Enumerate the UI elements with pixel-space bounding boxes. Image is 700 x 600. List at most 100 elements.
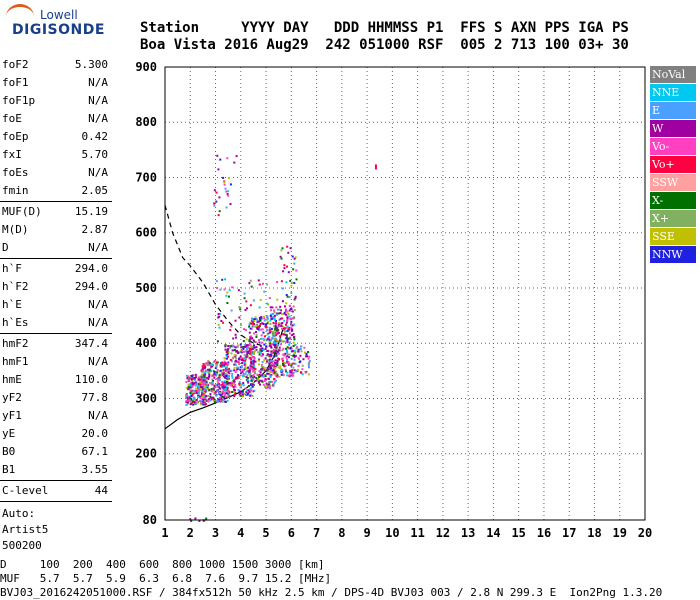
echo-point <box>238 389 241 392</box>
echo-point <box>277 359 280 362</box>
echo-point <box>252 323 255 325</box>
echo-point <box>221 395 224 398</box>
echo-point <box>199 380 201 383</box>
echo-point <box>246 367 248 370</box>
echo-point <box>190 519 193 522</box>
echo-point <box>231 344 234 347</box>
echo-point <box>243 297 246 300</box>
echo-point <box>282 362 285 365</box>
x-tick-label: 2 <box>187 526 194 540</box>
echo-point <box>246 374 249 377</box>
echo-point <box>226 157 229 160</box>
echo-point <box>262 338 265 341</box>
echo-point <box>276 329 279 332</box>
echo-point <box>240 364 243 367</box>
echo-point <box>245 391 248 394</box>
echo-point <box>234 319 237 322</box>
echo-point <box>251 320 254 323</box>
echo-point <box>293 336 295 339</box>
echo-point <box>267 367 270 370</box>
echo-point <box>249 343 252 346</box>
echo-point <box>185 381 188 384</box>
echo-point <box>290 350 293 353</box>
echo-point <box>248 331 251 334</box>
echo-point <box>207 378 210 380</box>
echo-point <box>228 289 231 292</box>
param-label: D <box>2 241 9 254</box>
echo-point <box>202 400 205 403</box>
param-row-fof1p: foF1p N/A <box>0 92 112 110</box>
echo-point <box>225 294 228 297</box>
echo-point <box>218 398 221 400</box>
echo-point <box>285 323 287 326</box>
echo-point <box>240 383 243 386</box>
echo-point <box>250 386 253 389</box>
echo-point <box>246 379 249 382</box>
echo-point <box>216 380 219 383</box>
echo-point <box>265 360 268 363</box>
echo-point <box>266 349 269 352</box>
echo-point <box>290 324 293 327</box>
echo-point <box>276 298 279 301</box>
echo-point <box>225 384 228 387</box>
echo-point <box>218 370 221 373</box>
echo-point <box>251 385 254 388</box>
echo-point <box>274 332 276 335</box>
echo-point <box>272 331 275 334</box>
param-value: 3.55 <box>81 463 109 476</box>
echo-point <box>189 389 192 392</box>
echo-point <box>283 365 286 368</box>
echo-point <box>216 287 219 289</box>
echo-point <box>249 372 252 375</box>
param-value: 5.70 <box>81 148 109 161</box>
echo-point <box>219 312 222 315</box>
echo-point <box>217 168 220 171</box>
echo-point <box>286 371 289 374</box>
param-value: 15.19 <box>74 205 108 218</box>
echo-point <box>225 375 228 377</box>
echo-point <box>250 322 253 325</box>
echo-point <box>226 370 229 372</box>
legend-item-x: X- <box>650 192 696 209</box>
echo-point <box>188 396 191 399</box>
echo-point <box>223 396 226 399</box>
echo-point <box>286 339 289 342</box>
param-row-hme: hmE 110.0 <box>0 371 112 389</box>
echo-point <box>228 375 230 378</box>
echo-point <box>258 363 260 366</box>
echo-point <box>221 390 224 393</box>
echo-point <box>285 321 288 324</box>
echo-point <box>291 334 294 337</box>
echo-point <box>201 390 203 393</box>
echo-point <box>285 326 288 329</box>
echo-point <box>247 346 250 349</box>
echo-point <box>282 347 285 350</box>
echo-point <box>278 308 281 311</box>
echo-point <box>202 367 205 370</box>
echo-point <box>207 387 209 390</box>
echo-point <box>246 389 249 392</box>
echo-point <box>289 369 292 372</box>
echo-point <box>227 194 230 197</box>
echo-point <box>207 368 209 371</box>
echo-point <box>261 353 264 356</box>
echo-point <box>250 362 253 365</box>
x-tick-label: 9 <box>363 526 370 540</box>
echo-point <box>211 389 214 392</box>
echo-point <box>214 399 217 402</box>
echo-point <box>256 319 259 322</box>
echo-point <box>262 349 265 351</box>
echo-point <box>281 322 284 324</box>
echo-point <box>258 375 261 378</box>
lowell-digisonde-logo: Lowell DIGISONDE <box>0 0 110 50</box>
y-tick-label: 200 <box>135 447 157 461</box>
echo-point <box>204 382 206 385</box>
echo-point <box>249 394 252 397</box>
echo-point <box>233 366 236 369</box>
echo-point <box>276 313 279 316</box>
echo-point <box>202 370 205 372</box>
echo-point <box>283 267 286 270</box>
echo-point <box>253 352 255 355</box>
echo-point <box>227 376 229 379</box>
echo-point <box>213 391 216 394</box>
